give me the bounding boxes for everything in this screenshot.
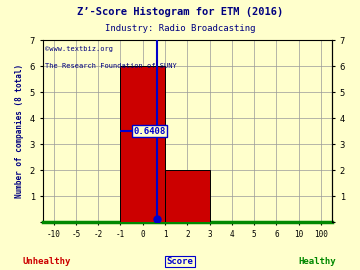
Y-axis label: Number of companies (8 total): Number of companies (8 total) — [15, 64, 24, 198]
Text: Unhealthy: Unhealthy — [23, 257, 71, 266]
Text: Score: Score — [167, 257, 193, 266]
Text: Industry: Radio Broadcasting: Industry: Radio Broadcasting — [105, 24, 255, 33]
Text: Z’-Score Histogram for ETM (2016): Z’-Score Histogram for ETM (2016) — [77, 7, 283, 17]
Text: ©www.textbiz.org: ©www.textbiz.org — [45, 46, 113, 52]
Text: 0.6408: 0.6408 — [133, 127, 166, 136]
Text: The Research Foundation of SUNY: The Research Foundation of SUNY — [45, 63, 177, 69]
Bar — [121, 66, 165, 222]
Bar — [165, 170, 210, 222]
Text: Healthy: Healthy — [298, 257, 336, 266]
